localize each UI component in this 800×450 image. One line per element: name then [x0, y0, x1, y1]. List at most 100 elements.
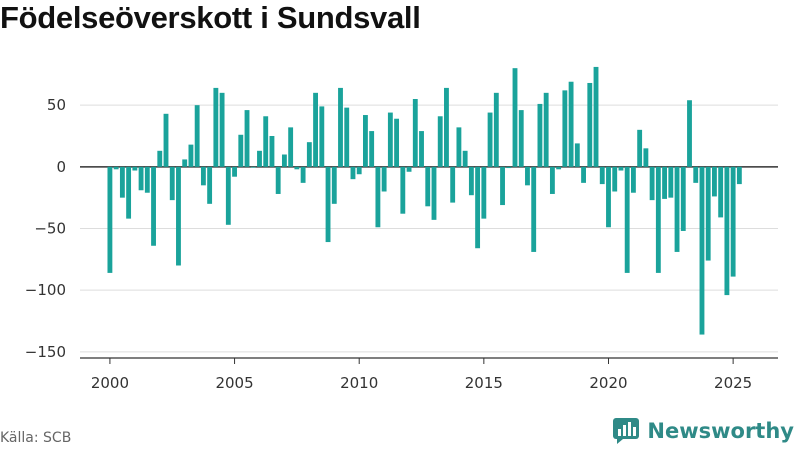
bar: [244, 110, 250, 167]
bar: [437, 116, 443, 167]
bar: [500, 166, 505, 206]
bar: [606, 166, 611, 228]
bar: [319, 106, 325, 167]
bar: [450, 166, 456, 203]
bar: [736, 166, 742, 185]
bar: [718, 166, 724, 218]
bar: [562, 90, 568, 167]
bar: [693, 166, 699, 183]
bar: [512, 68, 518, 167]
bar: [169, 166, 175, 201]
bar: [630, 166, 636, 193]
bar: [113, 166, 119, 170]
bar: [724, 166, 730, 296]
bar: [587, 82, 593, 167]
bar: [462, 150, 468, 167]
y-tick-label: −100: [25, 281, 66, 299]
y-tick-label: 50: [47, 96, 66, 114]
bar: [481, 166, 487, 219]
bar: [238, 134, 244, 167]
bar: [518, 110, 524, 167]
bar: [213, 87, 219, 167]
bar: [668, 166, 674, 198]
page-title: Födelseöverskott i Sundsvall: [0, 0, 421, 35]
bar: [344, 107, 350, 167]
bar: [412, 99, 418, 167]
bar: [674, 166, 680, 252]
bar: [331, 166, 337, 204]
bar: [257, 150, 262, 167]
bar: [250, 166, 256, 168]
bar: [599, 166, 605, 185]
bar: [119, 166, 125, 198]
bar: [493, 92, 499, 167]
bar: [687, 100, 692, 167]
bar: [144, 166, 150, 193]
brand-name: Newsworthy: [647, 419, 794, 443]
bar: [338, 87, 343, 167]
newsworthy-logo-icon: [613, 418, 640, 444]
bar: [151, 166, 156, 246]
bar: [680, 166, 686, 231]
axes: 50 0 −50 −100 −150 2000 2005 2010 2015 2020 2025: [25, 96, 778, 392]
bar: [381, 166, 387, 192]
bar: [182, 159, 188, 167]
bar: [188, 144, 194, 167]
bar: [194, 105, 200, 167]
bar: [487, 112, 493, 167]
bar: [662, 166, 667, 199]
bar: [531, 166, 537, 252]
bar: [655, 166, 661, 273]
bar: [549, 166, 555, 194]
bar: [281, 154, 287, 167]
bar: [163, 113, 169, 167]
bar: [419, 131, 424, 167]
y-tick-label: −50: [34, 220, 66, 238]
bar: [730, 166, 736, 277]
bar: [375, 166, 381, 228]
x-tick-label: 2015: [465, 374, 503, 392]
bar: [313, 92, 318, 167]
bar: [269, 136, 275, 167]
bar: [612, 166, 618, 192]
bar: [387, 112, 393, 167]
bar: [225, 166, 231, 225]
bar: [618, 166, 624, 171]
bar: [506, 166, 512, 169]
y-tick-label: −150: [25, 343, 66, 361]
bar: [475, 166, 481, 249]
bar: [425, 166, 431, 207]
bar: [394, 118, 400, 167]
bar: [369, 131, 375, 167]
bar: [275, 166, 281, 194]
bar: [350, 166, 356, 180]
bar: [444, 87, 449, 167]
bar: [207, 166, 213, 204]
bar: [568, 81, 574, 167]
bar: [107, 166, 113, 273]
bar: [574, 143, 580, 167]
bar: [556, 166, 562, 170]
bar: [132, 166, 138, 171]
bar: [406, 166, 412, 172]
x-tick-label: 2010: [340, 374, 378, 392]
bar: [306, 142, 312, 167]
bar: [126, 166, 132, 219]
bar: [581, 166, 586, 183]
bar: [138, 166, 144, 191]
x-tick-label: 2025: [714, 374, 752, 392]
bar: [325, 166, 331, 243]
source-note: Källa: SCB: [0, 430, 72, 446]
bar: [232, 166, 237, 177]
x-tick-label: 2000: [91, 374, 129, 392]
bar: [643, 148, 649, 167]
bar: [400, 166, 406, 214]
bar: [157, 150, 163, 167]
bar: [593, 66, 599, 167]
bar: [356, 166, 362, 175]
bar: [537, 103, 543, 167]
x-tick-label: 2005: [215, 374, 253, 392]
gridlines: [80, 104, 778, 353]
bar: [649, 166, 655, 201]
